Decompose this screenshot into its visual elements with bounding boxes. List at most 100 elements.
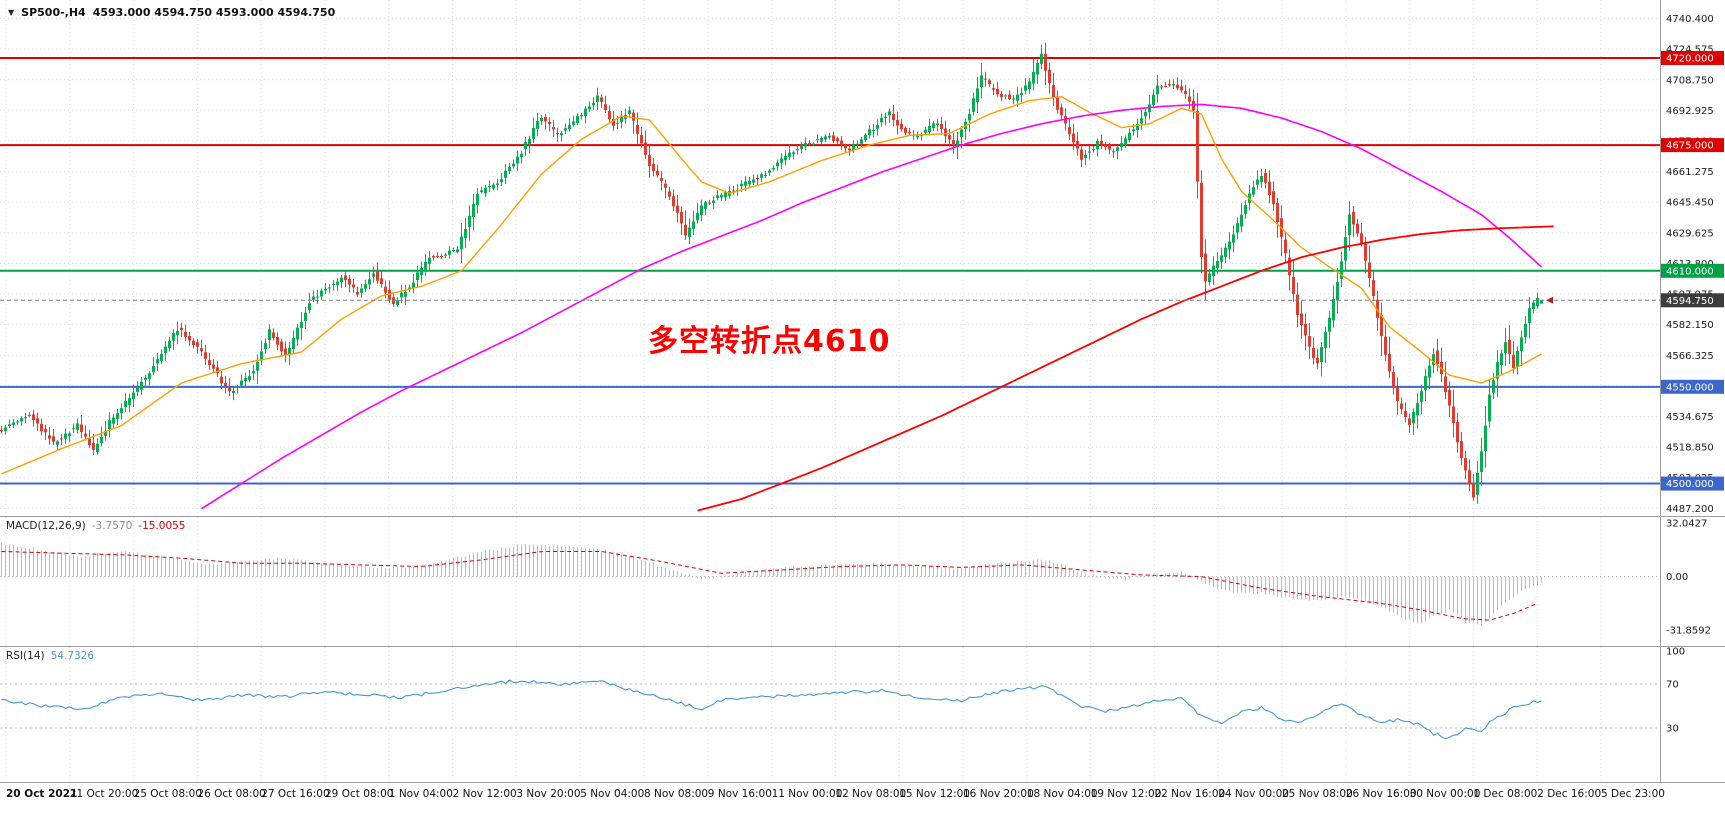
candle: [304, 312, 307, 321]
rsi-scale-label: 70: [1666, 680, 1679, 691]
candle: [1508, 340, 1511, 354]
candle: [204, 352, 207, 359]
candle: [108, 420, 111, 429]
candle: [104, 430, 107, 436]
candle: [1536, 298, 1539, 307]
candle: [480, 190, 483, 192]
candle: [1040, 53, 1043, 64]
candle: [564, 128, 567, 131]
candle: [484, 187, 487, 194]
candle: [248, 376, 251, 380]
candle: [1276, 202, 1279, 222]
candle: [784, 156, 787, 161]
candle: [1268, 181, 1271, 195]
candle: [364, 284, 367, 289]
candle: [1504, 342, 1507, 353]
candle: [192, 340, 195, 346]
candle: [712, 200, 715, 203]
candle: [684, 224, 687, 236]
candle: [1464, 458, 1467, 471]
svg-text:4550.000: 4550.000: [1666, 382, 1714, 393]
candle: [1100, 140, 1103, 145]
one-click-trading-toggle[interactable]: ▼: [8, 8, 15, 17]
candle: [1284, 239, 1287, 254]
candle: [1176, 84, 1179, 89]
candle: [320, 290, 323, 297]
candle: [812, 143, 815, 145]
candle: [1012, 98, 1015, 100]
candle: [1140, 118, 1143, 124]
time-axis-label: 24 Nov 00:00: [1218, 788, 1289, 800]
time-axis-label: 1 Dec 08:00: [1473, 788, 1537, 800]
candle: [88, 438, 91, 446]
rsi-line: [1, 679, 1542, 740]
candle: [608, 110, 611, 120]
candle: [1372, 280, 1375, 296]
candle: [96, 443, 99, 452]
time-axis-label: 2 Nov 12:00: [453, 788, 517, 800]
candle: [1112, 151, 1115, 153]
candle: [868, 129, 871, 136]
candle: [260, 351, 263, 361]
candle: [696, 213, 699, 221]
macd-signal-value: -15.0055: [138, 520, 186, 532]
candle: [816, 139, 819, 141]
time-axis-label: 19 Nov 12:00: [1091, 788, 1162, 800]
candle: [1448, 389, 1451, 406]
rsi-panel: [0, 679, 1660, 740]
candle: [1336, 282, 1339, 301]
grid: [0, 0, 1660, 782]
candle: [68, 433, 71, 437]
svg-text:4720.000: 4720.000: [1666, 54, 1714, 65]
candle: [704, 202, 707, 209]
candle: [556, 132, 559, 134]
price-tick-label: 4740.400: [1666, 14, 1714, 25]
candle: [400, 292, 403, 298]
candle: [736, 189, 739, 191]
candle: [1332, 299, 1335, 321]
candle: [680, 211, 683, 224]
candle: [24, 417, 27, 419]
candle: [256, 361, 259, 371]
time-axis-label: 30 Nov 00:00: [1410, 788, 1481, 800]
candle: [224, 383, 227, 387]
candle: [1252, 187, 1255, 195]
candle: [16, 421, 19, 423]
ma-fast-line: [1, 95, 1542, 475]
rsi-value: 54.7326: [50, 650, 95, 662]
candle: [292, 338, 295, 350]
candle: [708, 202, 711, 204]
candle: [148, 373, 151, 379]
candle: [1224, 247, 1227, 257]
candle: [472, 203, 475, 217]
candle: [884, 116, 887, 119]
candle: [856, 143, 859, 145]
svg-text:4500.000: 4500.000: [1666, 479, 1714, 490]
candle: [1020, 92, 1023, 96]
candle: [1180, 86, 1183, 91]
candle: [580, 115, 583, 117]
candle: [864, 135, 867, 140]
candle: [1300, 313, 1303, 325]
candle: [1260, 176, 1263, 183]
candle: [616, 122, 619, 124]
candle: [496, 183, 499, 185]
candle: [1212, 265, 1215, 276]
candle: [1144, 111, 1147, 117]
candle: [792, 152, 795, 155]
time-axis-label: 15 Nov 12:00: [899, 788, 970, 800]
candle: [1192, 100, 1195, 111]
rsi-scale-label: 30: [1666, 724, 1679, 735]
candle: [612, 119, 615, 126]
candle: [892, 114, 895, 120]
price-axis[interactable]: 4740.4004724.5754708.7504692.9254677.100…: [1666, 14, 1714, 734]
candle: [0, 429, 3, 432]
candle: [116, 413, 119, 420]
candle: [140, 381, 143, 390]
candle: [404, 292, 407, 297]
candle: [1404, 411, 1407, 418]
candle: [1392, 372, 1395, 389]
candle: [1172, 84, 1175, 86]
